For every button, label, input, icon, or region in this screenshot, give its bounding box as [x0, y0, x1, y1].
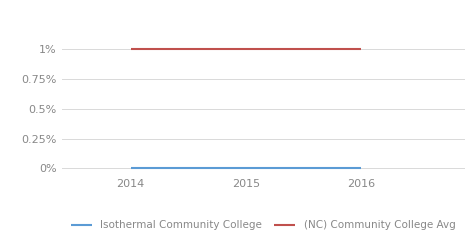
(NC) Community College Avg — [128, 48, 134, 51]
Isothermal Community College — [358, 167, 364, 170]
Isothermal Community College — [128, 167, 134, 170]
Isothermal Community College — [243, 167, 249, 170]
(NC) Community College Avg — [358, 48, 364, 51]
(NC) Community College Avg — [243, 48, 249, 51]
Legend: Isothermal Community College, (NC) Community College Avg: Isothermal Community College, (NC) Commu… — [67, 216, 459, 235]
